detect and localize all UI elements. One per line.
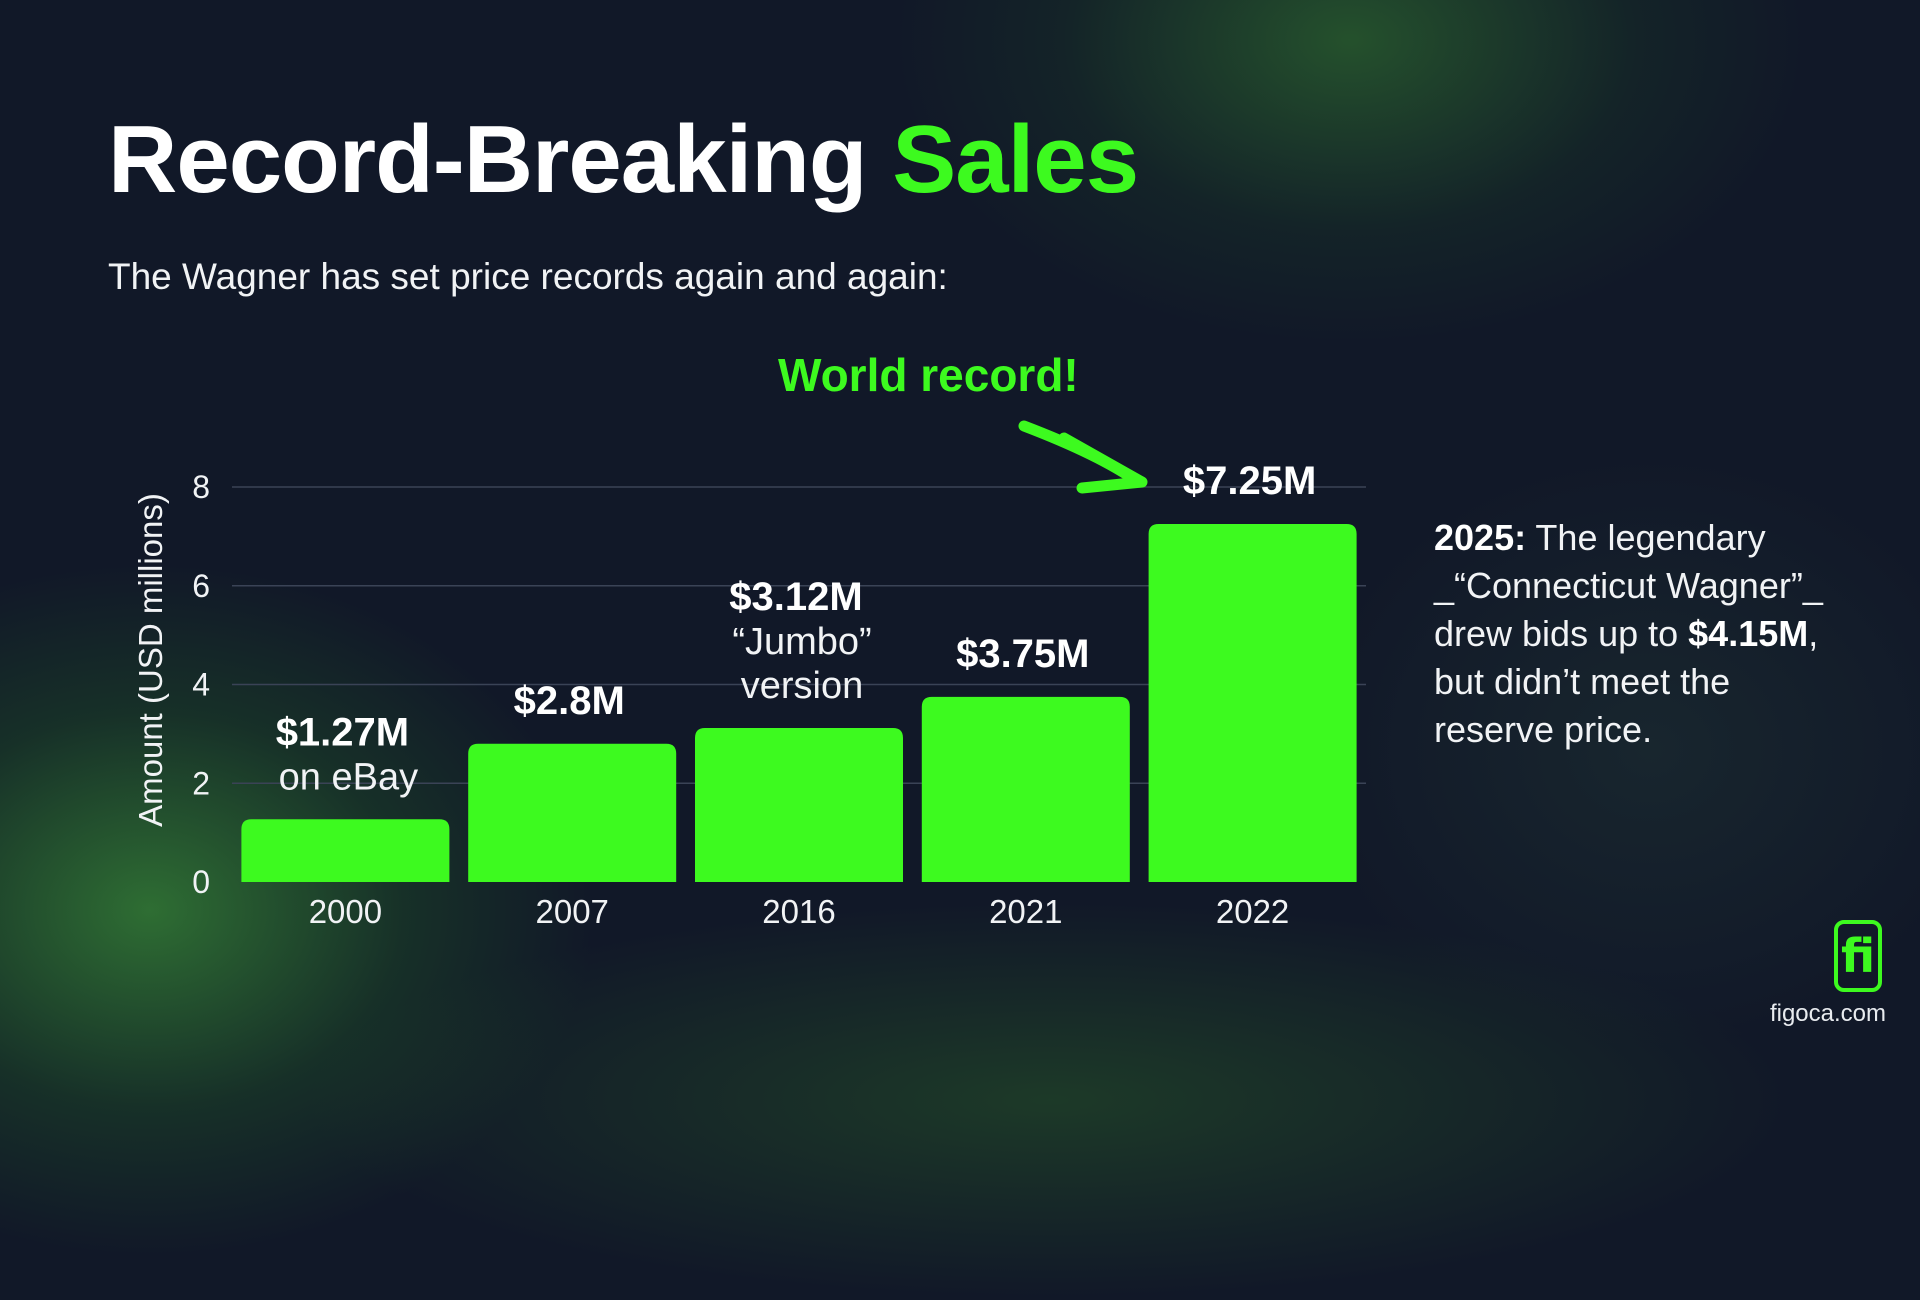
bar-annotation: “Jumbo” <box>732 621 871 663</box>
y-tick-label: 2 <box>192 765 210 801</box>
side-note-text-1: The legendary _“Connecticut Wagner”_ dre… <box>1434 517 1823 654</box>
value-label: $1.27M <box>276 710 409 754</box>
x-tick-label: 2021 <box>989 893 1062 930</box>
side-note-amount: $4.15M <box>1688 613 1809 654</box>
x-tick-label: 2007 <box>535 893 608 930</box>
value-label: $3.75M <box>956 632 1089 676</box>
side-note-text-2: , but didn’t meet the reserve price. <box>1434 613 1819 750</box>
title-accent: Sales <box>892 106 1139 213</box>
logo-text: fi <box>1840 929 1876 983</box>
value-label: $3.12M <box>729 575 862 619</box>
y-tick-label: 4 <box>192 667 210 703</box>
bar-2016 <box>695 727 903 882</box>
x-tick-label: 2022 <box>1216 893 1289 930</box>
title-main: Record-Breaking <box>108 106 868 213</box>
bar-annotation: on eBay <box>279 756 418 798</box>
x-tick-label: 2000 <box>309 893 382 930</box>
world-record-callout: World record! <box>778 349 1079 401</box>
y-tick-label: 8 <box>192 469 210 505</box>
side-note: 2025: The legendary _“Connecticut Wagner… <box>1434 514 1834 754</box>
side-note-year: 2025: <box>1434 517 1527 558</box>
bar-2022 <box>1148 524 1357 882</box>
bar-2021 <box>921 696 1130 882</box>
bars <box>241 524 1357 882</box>
arrow-icon <box>1018 420 1148 494</box>
bar-annotation: version <box>741 665 864 707</box>
y-tick-label: 0 <box>192 864 210 900</box>
x-tick-label: 2016 <box>762 893 835 930</box>
bar-2000 <box>241 819 450 882</box>
figoca-logo-icon: fi <box>1834 920 1882 992</box>
page-subtitle: The Wagner has set price records again a… <box>108 256 948 297</box>
site-url: figoca.com <box>1769 1000 1886 1027</box>
y-axis-label: Amount (USD millions) <box>132 493 169 827</box>
value-label: $2.8M <box>514 679 625 723</box>
value-label: $7.25M <box>1183 459 1316 503</box>
bar-2007 <box>468 743 677 882</box>
page-title: Record-Breaking Sales <box>108 112 1139 208</box>
y-tick-label: 6 <box>192 568 210 604</box>
